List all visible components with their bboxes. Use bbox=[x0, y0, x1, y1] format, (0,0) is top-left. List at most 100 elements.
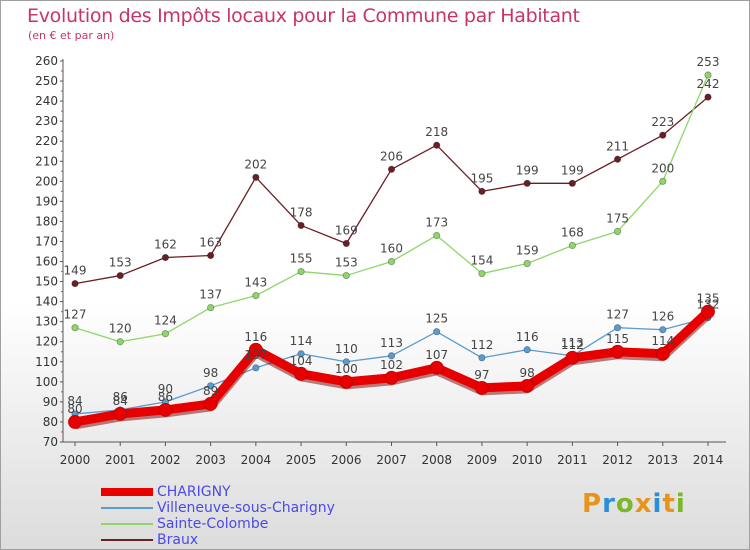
x-tick-label: 2011 bbox=[557, 453, 588, 467]
data-label: 102 bbox=[380, 358, 403, 372]
data-point bbox=[158, 403, 173, 417]
data-label: 153 bbox=[109, 256, 132, 270]
data-point bbox=[659, 177, 667, 185]
data-point bbox=[655, 346, 670, 361]
data-label: 98 bbox=[203, 366, 218, 380]
data-label: 155 bbox=[290, 252, 313, 266]
y-tick-label: 70 bbox=[43, 435, 58, 449]
data-label: 86 bbox=[158, 390, 173, 404]
data-point bbox=[342, 239, 350, 248]
data-point bbox=[161, 330, 170, 338]
data-point bbox=[659, 326, 667, 334]
data-label: 178 bbox=[290, 205, 313, 219]
x-tick-label: 2002 bbox=[150, 453, 181, 467]
y-tick-label: 90 bbox=[43, 395, 58, 409]
legend-label: CHARIGNY bbox=[157, 484, 231, 500]
y-tick-label: 210 bbox=[35, 154, 58, 168]
y-tick-label: 190 bbox=[35, 194, 58, 208]
data-label: 116 bbox=[516, 330, 539, 344]
data-point bbox=[71, 324, 79, 332]
legend-item: Braux bbox=[101, 532, 335, 548]
data-point bbox=[568, 241, 576, 250]
data-label: 90 bbox=[158, 382, 173, 396]
data-label: 97 bbox=[474, 368, 489, 382]
data-point bbox=[704, 93, 712, 101]
data-label: 120 bbox=[109, 322, 132, 336]
data-point bbox=[297, 267, 305, 276]
x-tick-label: 2005 bbox=[286, 453, 317, 467]
y-tick-label: 150 bbox=[35, 275, 58, 289]
data-label: 135 bbox=[697, 292, 720, 306]
data-label: 116 bbox=[244, 330, 267, 344]
data-label: 149 bbox=[64, 264, 87, 278]
legend-swatch bbox=[101, 539, 153, 541]
y-tick-label: 110 bbox=[35, 355, 58, 369]
data-label: 159 bbox=[516, 244, 539, 258]
y-tick-label: 120 bbox=[35, 335, 58, 349]
data-point bbox=[113, 407, 128, 421]
data-label: 114 bbox=[651, 334, 674, 348]
x-tick-label: 2010 bbox=[512, 453, 543, 467]
data-label: 98 bbox=[520, 366, 535, 380]
data-label: 223 bbox=[651, 115, 674, 129]
data-point bbox=[339, 374, 354, 389]
legend-label: Sainte-Colombe bbox=[157, 516, 269, 532]
chart-title: Evolution des Impôts locaux pour la Comm… bbox=[27, 5, 580, 27]
data-label: 202 bbox=[244, 157, 267, 171]
data-label: 107 bbox=[425, 348, 448, 362]
legend-label: Braux bbox=[157, 532, 199, 548]
data-label: 163 bbox=[199, 236, 222, 250]
data-point bbox=[701, 304, 715, 319]
data-point bbox=[161, 253, 170, 262]
chart-subtitle: (en € et par an) bbox=[28, 29, 115, 42]
legend-label: Villeneuve-sous-Charigny bbox=[157, 500, 335, 516]
data-point bbox=[116, 271, 124, 280]
x-tick-label: 2003 bbox=[195, 453, 226, 467]
data-label: 115 bbox=[606, 332, 629, 346]
data-point bbox=[252, 173, 260, 181]
data-point bbox=[433, 328, 441, 336]
x-tick-label: 2012 bbox=[602, 453, 633, 467]
data-label: 195 bbox=[470, 171, 493, 185]
data-label: 86 bbox=[113, 390, 128, 404]
y-tick-label: 250 bbox=[35, 74, 58, 88]
data-point bbox=[523, 346, 531, 354]
data-label: 132 bbox=[697, 298, 720, 312]
legend-swatch bbox=[101, 488, 153, 496]
data-label: 84 bbox=[113, 394, 128, 408]
y-tick-label: 100 bbox=[35, 375, 58, 389]
data-point bbox=[342, 271, 350, 280]
data-label: 89 bbox=[203, 384, 218, 398]
data-label: 113 bbox=[561, 336, 584, 350]
y-tick-label: 180 bbox=[35, 214, 58, 228]
data-point bbox=[433, 141, 441, 149]
data-point bbox=[68, 415, 82, 429]
legend-item: Villeneuve-sous-Charigny bbox=[101, 500, 335, 516]
y-tick-label: 240 bbox=[35, 94, 58, 108]
legend-item: CHARIGNY bbox=[101, 484, 335, 500]
y-tick-label: 170 bbox=[35, 234, 58, 248]
data-point bbox=[523, 259, 531, 268]
data-label: 112 bbox=[470, 338, 493, 352]
data-label: 107 bbox=[244, 348, 267, 362]
data-point bbox=[478, 269, 486, 278]
data-label: 84 bbox=[67, 394, 82, 408]
y-tick-label: 160 bbox=[35, 255, 58, 269]
x-tick-label: 2006 bbox=[331, 453, 362, 467]
data-point bbox=[429, 360, 444, 375]
data-label: 199 bbox=[516, 163, 539, 177]
data-point bbox=[384, 370, 399, 385]
legend-swatch bbox=[101, 523, 153, 525]
data-point bbox=[207, 382, 215, 390]
data-label: 154 bbox=[470, 254, 493, 268]
data-point bbox=[248, 342, 263, 357]
x-tick-label: 2007 bbox=[376, 453, 407, 467]
data-label: 112 bbox=[561, 338, 584, 352]
legend-swatch bbox=[101, 507, 153, 509]
data-point bbox=[613, 155, 622, 163]
data-point bbox=[610, 344, 625, 359]
data-point bbox=[478, 354, 486, 362]
data-label: 200 bbox=[651, 161, 674, 175]
